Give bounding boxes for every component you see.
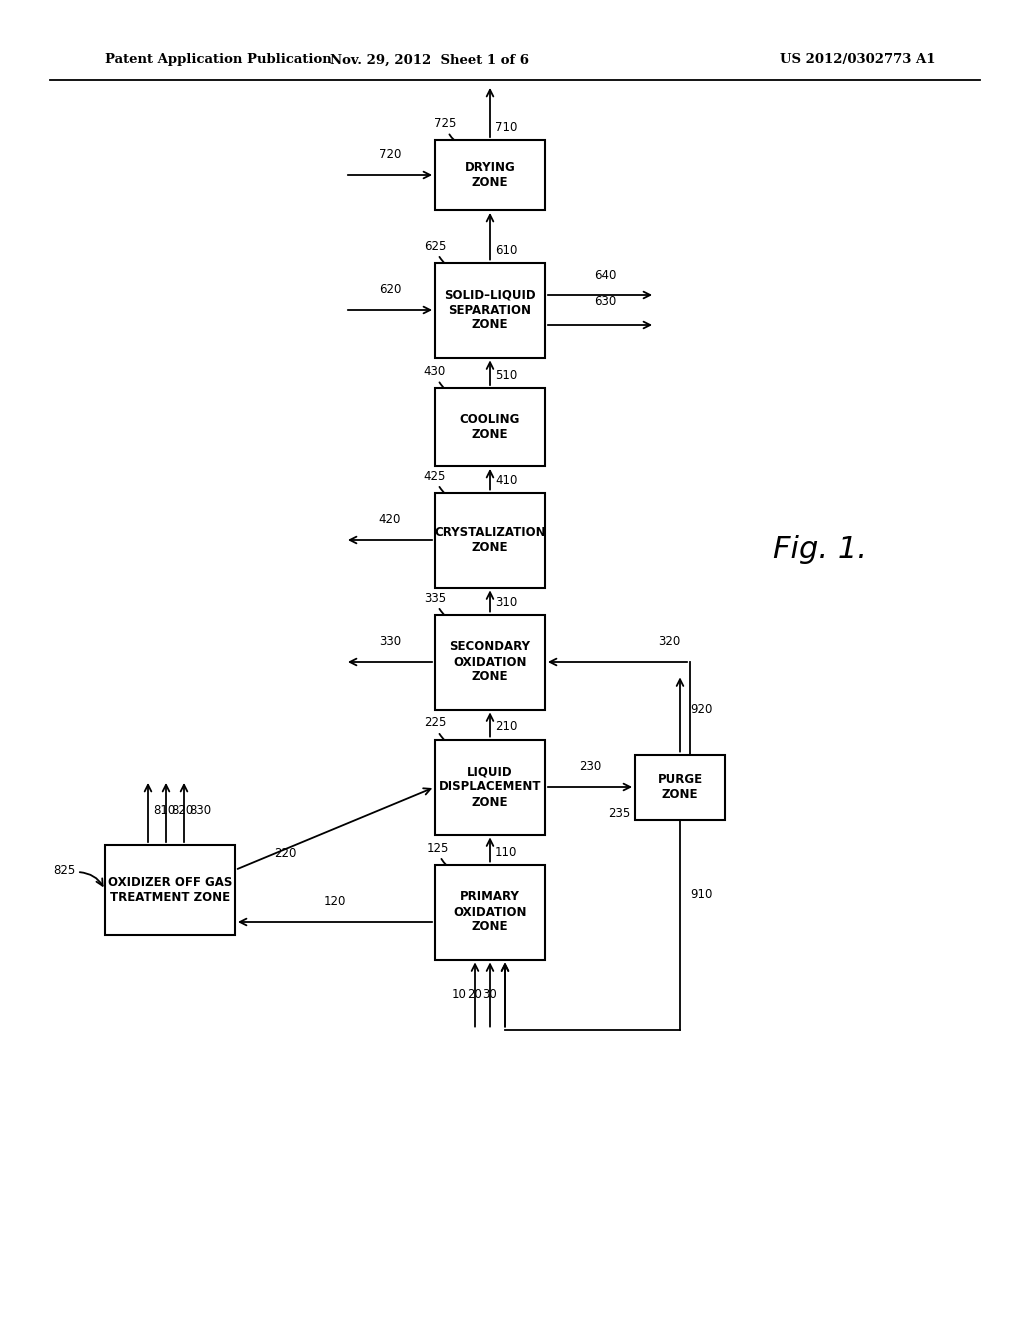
Text: CRYSTALIZATION
ZONE: CRYSTALIZATION ZONE <box>434 525 546 554</box>
Text: DRYING
ZONE: DRYING ZONE <box>465 161 515 189</box>
Text: 430: 430 <box>424 366 446 378</box>
Text: 810: 810 <box>153 804 175 817</box>
Text: 510: 510 <box>495 370 517 381</box>
Text: 625: 625 <box>424 239 446 252</box>
Text: 630: 630 <box>594 294 616 308</box>
Bar <box>435 865 545 960</box>
Text: 720: 720 <box>379 148 401 161</box>
Text: 20: 20 <box>467 987 482 1001</box>
Text: 825: 825 <box>53 863 75 876</box>
Text: 210: 210 <box>495 721 517 734</box>
Text: 725: 725 <box>434 117 456 129</box>
Text: Nov. 29, 2012  Sheet 1 of 6: Nov. 29, 2012 Sheet 1 of 6 <box>331 54 529 66</box>
Text: 220: 220 <box>273 847 296 861</box>
Text: 310: 310 <box>495 595 517 609</box>
Text: LIQUID
DISPLACEMENT
ZONE: LIQUID DISPLACEMENT ZONE <box>438 766 542 808</box>
Text: 335: 335 <box>424 591 446 605</box>
Text: Patent Application Publication: Patent Application Publication <box>105 54 332 66</box>
Text: 640: 640 <box>594 269 616 282</box>
Bar <box>435 263 545 358</box>
Text: 610: 610 <box>495 243 517 256</box>
Text: 230: 230 <box>579 760 601 774</box>
Text: 120: 120 <box>324 895 346 908</box>
Bar <box>635 755 725 820</box>
Text: 410: 410 <box>495 474 517 487</box>
Text: 620: 620 <box>379 282 401 296</box>
Text: 320: 320 <box>657 635 680 648</box>
Text: 425: 425 <box>424 470 446 483</box>
Text: 910: 910 <box>690 888 713 902</box>
Text: 830: 830 <box>189 804 211 817</box>
Text: US 2012/0302773 A1: US 2012/0302773 A1 <box>780 54 936 66</box>
Text: 330: 330 <box>379 635 401 648</box>
Bar <box>435 615 545 710</box>
Text: 920: 920 <box>690 704 713 715</box>
Text: OXIDIZER OFF GAS
TREATMENT ZONE: OXIDIZER OFF GAS TREATMENT ZONE <box>108 876 232 904</box>
Text: 420: 420 <box>379 513 401 525</box>
Text: 110: 110 <box>495 846 517 858</box>
Text: COOLING
ZONE: COOLING ZONE <box>460 413 520 441</box>
Bar <box>435 492 545 587</box>
Text: Fig. 1.: Fig. 1. <box>773 536 867 565</box>
Text: PURGE
ZONE: PURGE ZONE <box>657 774 702 801</box>
Bar <box>435 140 545 210</box>
Text: PRIMARY
OXIDATION
ZONE: PRIMARY OXIDATION ZONE <box>454 891 526 933</box>
Bar <box>435 739 545 834</box>
Text: 225: 225 <box>424 717 446 730</box>
Bar <box>435 388 545 466</box>
Bar <box>105 845 234 935</box>
Text: SOLID–LIQUID
SEPARATION
ZONE: SOLID–LIQUID SEPARATION ZONE <box>444 289 536 331</box>
Text: 125: 125 <box>427 842 450 854</box>
Text: 30: 30 <box>482 987 497 1001</box>
Text: 235: 235 <box>608 807 630 820</box>
Text: 710: 710 <box>495 121 517 135</box>
Text: 820: 820 <box>171 804 194 817</box>
Text: SECONDARY
OXIDATION
ZONE: SECONDARY OXIDATION ZONE <box>450 640 530 684</box>
Text: 10: 10 <box>453 987 467 1001</box>
